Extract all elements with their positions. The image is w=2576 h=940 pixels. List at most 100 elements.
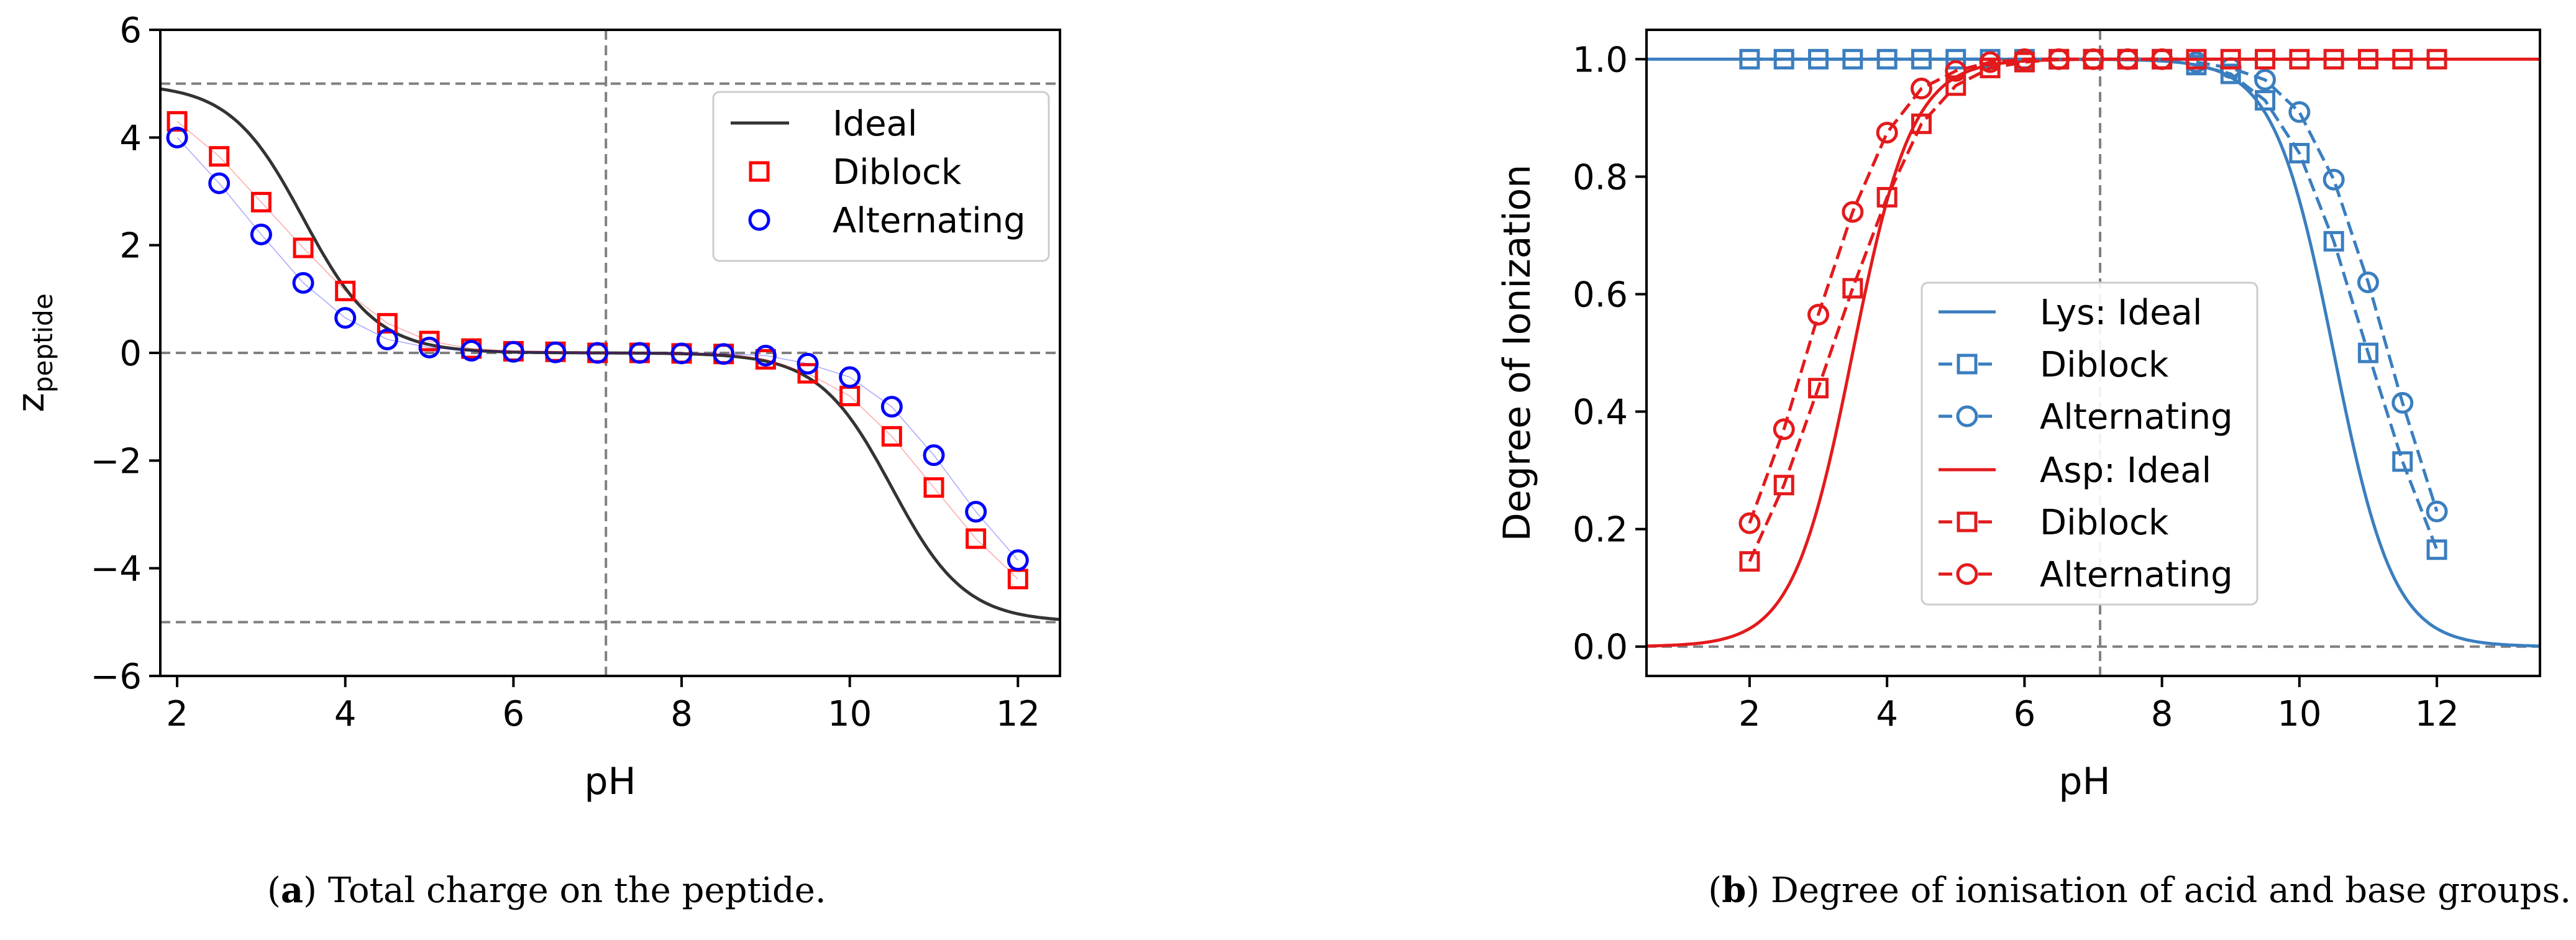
panel-b-lys-diblock-point bbox=[1842, 48, 1863, 70]
panel-b-asp-diblock-point bbox=[1911, 113, 1932, 134]
panel-b-lys-diblock-point bbox=[1739, 48, 1760, 70]
panel-a-alternating-point bbox=[1007, 549, 1029, 572]
panel-b-ytick-label: 1.0 bbox=[1573, 40, 1628, 80]
panel-b-asp-alternating-point bbox=[1910, 78, 1932, 100]
panel-b-lys-alternating-point bbox=[2357, 272, 2379, 294]
panel-b-legend-lys-alternating: Alternating bbox=[2040, 397, 2233, 437]
panel-b-asp-alternating-point bbox=[1945, 60, 1967, 82]
panel-b-asp-diblock-point bbox=[1876, 186, 1898, 208]
panel-a-alternating-point bbox=[292, 272, 314, 294]
panel-a-chart: 2 4 6 8 10 12 −6 −4 −2 0 2 4 6 pH zpeptide Ideal Dib… bbox=[9, 11, 1061, 803]
panel-b-legend-asp-diblock-marker bbox=[1957, 511, 1978, 532]
panel-a-alternating-point bbox=[208, 172, 231, 194]
panel-a-legend-diblock-marker bbox=[749, 161, 770, 182]
panel-a-legend-ideal: Ideal bbox=[833, 104, 917, 144]
panel-a-ylabel-main: z bbox=[9, 393, 53, 413]
panel-b-legend-lys-diblock-marker bbox=[1957, 354, 1978, 375]
panel-a-data bbox=[160, 87, 1061, 621]
panel-a-diblock-point bbox=[209, 146, 230, 167]
panel-b-lys-diblock-point bbox=[1911, 48, 1932, 70]
panel-b-asp-diblock-point bbox=[2323, 48, 2344, 70]
panel-b-legend-asp-ideal: Asp: Ideal bbox=[2040, 450, 2211, 491]
panel-b-asp-alternating-point bbox=[2116, 48, 2139, 70]
panel-b-asp-alternating-point bbox=[1979, 51, 2001, 73]
panel-a-alternating-point bbox=[376, 328, 398, 350]
panel-b-chart: 2 4 6 8 10 12 0.0 0.2 0.4 0.6 0.8 1.0 pH Degree of … bbox=[1496, 29, 2541, 803]
panel-a-xtick-label: 10 bbox=[828, 694, 872, 734]
panel-b-asp-alternating-point bbox=[2151, 48, 2173, 70]
panel-a-alternating-point bbox=[839, 366, 861, 388]
panel-b-xlabel: pH bbox=[2058, 760, 2110, 803]
panel-b-legend-asp-alternating: Alternating bbox=[2040, 555, 2233, 595]
panel-b-asp-alternating-point bbox=[1773, 418, 1795, 440]
panel-a-xtick-label: 12 bbox=[996, 694, 1040, 734]
panel-b-asp-alternating-line bbox=[1748, 57, 2162, 524]
panel-b-lys-alternating-line bbox=[2196, 60, 2439, 513]
panel-b-asp-alternating-point bbox=[1876, 121, 1898, 144]
panel-b-axes-frame bbox=[1645, 29, 2541, 677]
panel-a-alternating-line bbox=[176, 137, 1018, 561]
panel-a-xlabel: pH bbox=[584, 760, 636, 803]
panel-b-legend-lys-diblock: Diblock bbox=[2040, 345, 2169, 385]
panel-a-ytick-label: −4 bbox=[90, 549, 142, 590]
caption-b: (b) Degree of ionisation of acid and bas… bbox=[1708, 870, 2571, 911]
panel-a-alternating-point bbox=[334, 307, 357, 329]
panel-b-ylabel: Degree of Ionization bbox=[1496, 165, 1539, 542]
panel-a-xtick-label: 2 bbox=[166, 694, 188, 734]
panel-b-lys-diblock-point bbox=[2357, 342, 2378, 363]
panel-a-ytick-label: 6 bbox=[119, 11, 142, 51]
panel-b-asp-diblock-point bbox=[2186, 48, 2207, 70]
panel-b-ytick-label: 0.2 bbox=[1573, 510, 1628, 550]
panel-a-legend-alternating: Alternating bbox=[833, 201, 1026, 241]
panel-a-diblock-point bbox=[293, 237, 314, 258]
panel-b-asp-alternating-point bbox=[2013, 48, 2035, 70]
panel-b-legend-lys-ideal: Lys: Ideal bbox=[2040, 293, 2202, 333]
panel-b-asp-diblock-point bbox=[2255, 48, 2276, 70]
panel-b-lys-diblock-point bbox=[1808, 48, 1829, 70]
panel-b-ytick-label: 0.8 bbox=[1573, 157, 1628, 198]
panel-b-lys-alternating-point bbox=[2288, 101, 2311, 123]
panel-a-xtick-label: 8 bbox=[670, 694, 693, 734]
panel-a-ytick-label: 2 bbox=[119, 226, 142, 267]
panel-a-alternating-point bbox=[166, 126, 188, 148]
panel-b-legend-asp-alternating-marker bbox=[1956, 563, 1978, 585]
panel-a-ytick-label: 4 bbox=[119, 118, 142, 158]
panel-b-asp-alternating-point bbox=[2048, 48, 2070, 70]
panel-a-ylabel-sub: peptide bbox=[28, 293, 58, 393]
panel-b-legend-asp-diblock: Diblock bbox=[2040, 503, 2169, 543]
panel-a-xtick-label: 4 bbox=[334, 694, 357, 734]
panel-a-legend-box bbox=[712, 91, 1050, 262]
panel-b-lys-alternating-point bbox=[2323, 168, 2345, 191]
panel-b-lys-diblock-point bbox=[2289, 143, 2310, 164]
panel-b-xtick-label: 4 bbox=[1876, 694, 1898, 734]
panel-a-alternating-point bbox=[713, 343, 735, 365]
panel-a-alternating-point bbox=[250, 223, 272, 245]
panel-b-ticks: 2 4 6 8 10 12 0.0 0.2 0.4 0.6 0.8 1.0 bbox=[1573, 40, 2459, 734]
panel-a-ytick-label: −6 bbox=[90, 657, 142, 697]
panel-b-asp-diblock-point bbox=[2426, 48, 2447, 70]
panel-b-asp-alternating-point bbox=[2082, 48, 2104, 70]
panel-a-ideal-curve bbox=[160, 87, 1061, 621]
panel-b-lys-alternating-point bbox=[2391, 391, 2414, 414]
panel-a-alternating-point bbox=[797, 352, 819, 375]
panel-b-xtick-label: 10 bbox=[2277, 694, 2321, 734]
panel-a-diblock-line bbox=[176, 121, 1018, 580]
panel-a-alternating-point bbox=[754, 344, 777, 367]
panel-b-xtick-label: 12 bbox=[2414, 694, 2459, 734]
panel-a-alternating-point bbox=[880, 396, 903, 418]
panel-a-diblock-point bbox=[797, 363, 818, 384]
panel-a-diblock-point bbox=[250, 191, 272, 212]
caption-b-label: b bbox=[1722, 870, 1747, 911]
panel-b-legend: Lys: Ideal Diblock Alternating Asp: Idea… bbox=[1921, 281, 2259, 606]
panel-a-diblock-point bbox=[167, 111, 188, 132]
panel-b-data bbox=[1646, 48, 2541, 648]
panel-a-diblock-point bbox=[377, 313, 398, 334]
panel-b-asp-diblock-point bbox=[2289, 48, 2310, 70]
panel-a-alternating-point bbox=[670, 342, 693, 365]
panel-b-lys-alternating-point bbox=[2254, 68, 2277, 91]
panel-a-ytick-label: 0 bbox=[119, 334, 142, 374]
panel-a-diblock-point bbox=[923, 477, 944, 498]
panel-a-alternating-point bbox=[460, 340, 483, 362]
panel-a-diblock-point bbox=[881, 426, 902, 447]
